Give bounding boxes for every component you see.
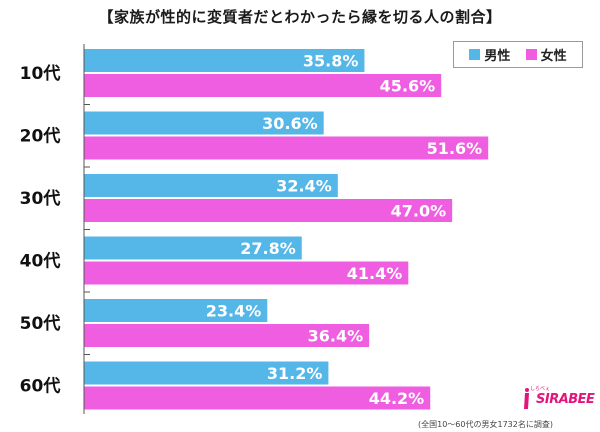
logo-subtext: しらべぇ: [530, 386, 551, 392]
category-label: 20代: [20, 126, 61, 147]
chart-title: 【家族が性的に変質者だとわかったら縁を切る人の割合】: [98, 8, 502, 26]
value-label-female: 47.0%: [391, 202, 447, 221]
value-label-female: 45.6%: [380, 77, 436, 96]
value-label-female: 36.4%: [308, 327, 364, 346]
legend-item-female: 女性: [525, 45, 567, 64]
value-label-male: 35.8%: [303, 52, 359, 71]
bar-female: [84, 136, 489, 160]
value-label-female: 51.6%: [427, 139, 483, 158]
bar-male: [84, 361, 329, 385]
value-label-male: 32.4%: [276, 177, 332, 196]
legend-swatch-female: [525, 49, 537, 60]
bar-male: [84, 111, 324, 135]
category-label: 60代: [20, 376, 61, 397]
value-label-female: 41.4%: [347, 264, 403, 283]
legend-swatch-male: [469, 49, 481, 60]
value-label-female: 44.2%: [369, 389, 425, 408]
value-label-male: 27.8%: [240, 239, 296, 258]
value-label-male: 30.6%: [262, 114, 318, 133]
logo-text: SIRABEE: [536, 392, 595, 407]
category-label: 40代: [20, 251, 61, 272]
legend-label-male: 男性: [484, 49, 511, 64]
bar-female: [84, 199, 453, 222]
bar-female: [84, 386, 431, 410]
legend-label-female: 女性: [540, 49, 567, 64]
value-label-male: 23.4%: [206, 302, 262, 321]
bar-female: [84, 261, 409, 285]
chart-bars: [84, 49, 489, 410]
bar-male: [84, 49, 365, 72]
bar-female: [84, 324, 370, 347]
bar-female: [84, 74, 442, 97]
value-labels: 35.8% 45.6% 30.6% 51.6% 32.4% 47.0% 27.8% 41.4%…: [206, 52, 482, 409]
category-label: 10代: [20, 63, 61, 84]
sirabee-logo: [522, 388, 582, 411]
value-label-male: 31.2%: [267, 364, 323, 383]
chart-grid: [84, 104, 90, 355]
legend: 男性 女性: [453, 41, 583, 68]
category-labels: 10代 20代 30代 40代 50代 60代: [20, 63, 61, 397]
bar-male: [84, 299, 268, 322]
footnote: (全国10～60代の男女1732名に調査): [418, 420, 553, 429]
bar-male: [84, 174, 338, 197]
legend-item-male: 男性: [469, 45, 510, 64]
bar-male: [84, 236, 302, 260]
category-label: 50代: [20, 313, 61, 334]
category-label: 30代: [20, 188, 61, 209]
